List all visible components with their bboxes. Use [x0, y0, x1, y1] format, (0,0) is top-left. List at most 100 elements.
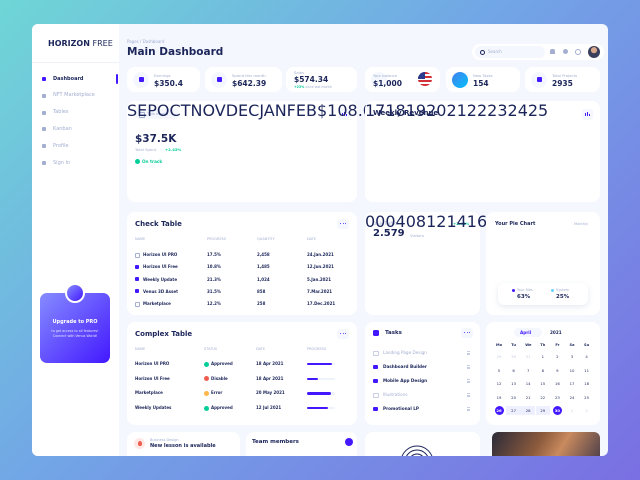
x-tick-label: FEB — [286, 101, 317, 120]
search-box[interactable]: Search — [475, 46, 545, 58]
day[interactable]: 3 — [570, 354, 574, 359]
add-member-button[interactable] — [345, 438, 353, 446]
status-icon — [204, 361, 209, 367]
menu-button[interactable] — [461, 328, 473, 338]
checkbox[interactable] — [373, 406, 378, 411]
stat-value: $350.4 — [154, 78, 183, 88]
day[interactable]: 19 — [496, 394, 502, 400]
day[interactable]: 7 — [526, 367, 530, 373]
bell-icon[interactable] — [550, 49, 555, 54]
table-cell: 258 — [257, 301, 266, 307]
day[interactable]: 23 — [554, 394, 560, 400]
pie-card: Your Pie Chart Monthly Your files 63% System… — [486, 212, 600, 315]
nav-item[interactable]: Kanban — [53, 125, 72, 132]
task-label: Mobile App Design — [383, 378, 428, 383]
day[interactable]: 13 — [511, 381, 517, 386]
day[interactable]: 4 — [585, 354, 588, 359]
day[interactable]: 22 — [540, 394, 546, 400]
icon-bar — [587, 111, 589, 116]
status-icon — [204, 390, 209, 396]
year-label: 2021 — [550, 329, 562, 335]
day[interactable]: 8 — [541, 367, 544, 373]
nav-active-indicator — [116, 74, 118, 84]
day[interactable]: 18 — [584, 381, 590, 386]
menu-dot — [342, 333, 344, 335]
period-button[interactable]: This month — [135, 109, 179, 119]
card-title: Complex Table — [135, 330, 193, 338]
table-cell: 31.5% — [207, 288, 221, 294]
day[interactable]: 2 — [556, 354, 559, 359]
top-bar: Search — [472, 44, 604, 60]
stat-label: Total Projects — [552, 73, 578, 78]
day[interactable]: 26 — [496, 408, 502, 413]
theme-icon[interactable] — [563, 49, 568, 54]
day[interactable]: 12 — [496, 381, 502, 386]
checkbox[interactable] — [135, 289, 139, 294]
lesson-icon-flame — [137, 441, 142, 446]
checkbox[interactable] — [373, 378, 378, 383]
day[interactable]: 28 — [525, 408, 531, 413]
day[interactable]: 31 — [525, 354, 531, 359]
checkbox[interactable] — [135, 252, 140, 258]
stat-icon-glyph — [216, 77, 222, 82]
day[interactable]: 17 — [569, 381, 575, 386]
nav-item[interactable]: Dashboard — [53, 75, 84, 82]
drag-handle — [467, 408, 470, 410]
day[interactable]: 1 — [570, 408, 574, 413]
day[interactable]: 20 — [511, 394, 517, 400]
table-cell: 17.Dec.2021 — [307, 301, 336, 307]
day[interactable]: 27 — [511, 408, 517, 413]
chart: 171819202122232425 — [365, 101, 548, 120]
day[interactable]: 9 — [556, 367, 559, 373]
checkbox[interactable] — [373, 350, 379, 356]
day[interactable]: 21 — [525, 394, 531, 400]
drag-handle — [467, 394, 470, 396]
status-text: Approved — [211, 361, 233, 366]
day[interactable]: 10 — [569, 367, 575, 373]
day[interactable]: 25 — [584, 394, 590, 400]
checkbox[interactable] — [135, 277, 139, 282]
weekday: Su — [584, 343, 590, 347]
drag-handle — [467, 393, 470, 394]
nav-item[interactable]: Profile — [53, 142, 69, 149]
selected-day[interactable] — [494, 406, 504, 415]
menu-button[interactable] — [337, 219, 349, 229]
x-tick-label: 12 — [426, 212, 447, 231]
info-icon[interactable] — [575, 49, 581, 55]
day[interactable]: 30 — [511, 354, 517, 359]
day[interactable]: 1 — [541, 354, 544, 359]
day[interactable]: 30 — [554, 408, 561, 413]
checkbox[interactable] — [135, 264, 139, 269]
checkbox[interactable] — [373, 392, 379, 398]
day[interactable]: 6 — [512, 367, 515, 373]
day[interactable]: 29 — [496, 354, 502, 359]
brand-bold: HORIZON — [48, 39, 90, 48]
nav-item[interactable]: Tables — [53, 109, 69, 116]
day[interactable]: 16 — [554, 381, 560, 386]
checkbox[interactable] — [135, 301, 140, 307]
chart-button[interactable] — [339, 109, 350, 120]
month-select[interactable]: April — [514, 328, 542, 337]
table-cell: 7.Mar.2021 — [307, 288, 333, 294]
day[interactable]: 5 — [497, 367, 501, 373]
nav-item[interactable]: NFT Marketplace — [53, 92, 95, 99]
day[interactable]: 14 — [525, 381, 531, 386]
day[interactable]: 11 — [584, 367, 590, 373]
day[interactable]: 2 — [585, 408, 588, 413]
nav-item[interactable]: Sign In — [53, 159, 71, 166]
weekday: Tu — [511, 343, 516, 347]
table-cell: 12.2% — [207, 301, 221, 307]
task-label: Dashboard Builder — [383, 364, 427, 369]
day[interactable]: 29 — [540, 408, 546, 413]
progress-track — [307, 377, 335, 380]
checkbox[interactable] — [373, 364, 378, 369]
selected-day[interactable] — [552, 406, 562, 415]
avatar[interactable] — [588, 46, 600, 58]
chart-button[interactable] — [582, 109, 593, 120]
x-tick-label: 23 — [487, 101, 508, 120]
day[interactable]: 15 — [540, 381, 546, 386]
stat-label: New Tasks — [473, 73, 493, 78]
table-cell: Horizon UI PRO — [143, 252, 178, 257]
day[interactable]: 24 — [569, 394, 575, 400]
menu-button[interactable] — [337, 329, 349, 339]
